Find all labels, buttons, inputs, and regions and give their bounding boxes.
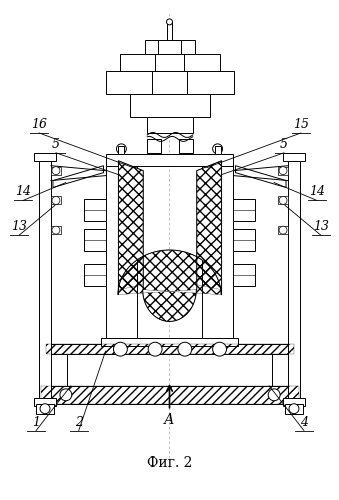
Bar [234, 264, 255, 285]
Text: 14: 14 [309, 186, 325, 198]
Text: 14: 14 [15, 186, 31, 198]
Bar [283, 153, 305, 160]
Bar [46, 344, 294, 354]
Bar [290, 166, 298, 396]
Bar [84, 200, 105, 221]
Circle shape [213, 342, 226, 356]
Bar [51, 226, 61, 234]
Bar [202, 166, 234, 344]
Circle shape [213, 144, 223, 154]
Circle shape [166, 19, 173, 25]
Circle shape [268, 389, 280, 401]
Bar [105, 72, 235, 94]
Polygon shape [236, 166, 286, 188]
Text: 4: 4 [300, 416, 308, 428]
Bar [288, 160, 300, 401]
Text: 16: 16 [31, 118, 47, 131]
Text: 5: 5 [52, 138, 60, 151]
Bar [234, 200, 255, 221]
Circle shape [279, 226, 287, 234]
Circle shape [52, 226, 60, 234]
Circle shape [40, 404, 50, 413]
Text: 13: 13 [313, 220, 329, 233]
Bar [278, 166, 288, 174]
Bar [101, 338, 238, 346]
Bar [278, 196, 288, 204]
Bar [152, 72, 187, 94]
Bar [278, 226, 288, 234]
Circle shape [116, 144, 126, 154]
Circle shape [52, 166, 60, 174]
Bar [118, 146, 124, 154]
Polygon shape [53, 166, 103, 188]
Text: 2: 2 [75, 416, 83, 428]
Bar [51, 196, 61, 204]
Bar [120, 54, 220, 72]
Text: 13: 13 [11, 220, 27, 233]
Text: А: А [164, 412, 175, 426]
Bar [36, 404, 54, 413]
Text: Фиг. 2: Фиг. 2 [147, 456, 192, 470]
Circle shape [148, 342, 162, 356]
Bar [130, 94, 210, 117]
Bar [155, 54, 184, 72]
Bar [41, 386, 299, 404]
Text: 1: 1 [32, 416, 40, 428]
Bar [158, 40, 181, 54]
Circle shape [114, 342, 127, 356]
Circle shape [279, 196, 287, 204]
Bar [41, 166, 49, 396]
Bar [84, 264, 105, 285]
Bar [215, 146, 221, 154]
Bar [51, 166, 61, 174]
Bar [34, 153, 56, 160]
Bar [147, 139, 161, 153]
Bar [49, 354, 67, 386]
Circle shape [60, 389, 72, 401]
Bar [234, 229, 255, 251]
Circle shape [178, 342, 192, 356]
Circle shape [279, 166, 287, 174]
Bar [39, 160, 51, 401]
Bar [145, 40, 195, 54]
Bar [84, 229, 105, 251]
Bar [34, 398, 56, 406]
Bar [272, 354, 290, 386]
Text: 15: 15 [293, 118, 309, 131]
Bar [46, 344, 294, 354]
Bar [105, 154, 234, 166]
Bar [285, 404, 303, 413]
Bar [147, 117, 193, 133]
Bar [166, 22, 173, 52]
Circle shape [52, 196, 60, 204]
Bar [41, 386, 299, 404]
Bar [283, 398, 305, 406]
Text: 5: 5 [280, 138, 288, 151]
Bar [179, 139, 193, 153]
Polygon shape [118, 160, 222, 322]
Bar [105, 166, 137, 344]
Circle shape [289, 404, 299, 413]
